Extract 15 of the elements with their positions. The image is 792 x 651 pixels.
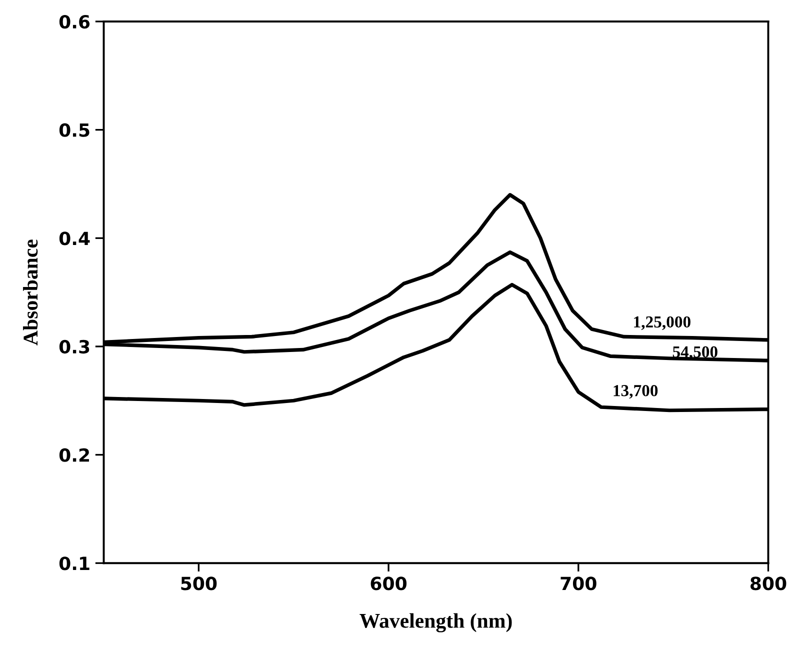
y-tick-label: 0.6 (59, 14, 90, 29)
y-tick-label: 0.1 (59, 556, 90, 570)
y-tick-label: 0.4 (59, 232, 90, 246)
y-tick-label: 0.5 (59, 123, 90, 137)
x-tick-label: 500 (181, 576, 217, 590)
y-tick-label: 0.3 (59, 340, 90, 354)
y-tick-label: 0.2 (59, 448, 89, 462)
x-tick-label: 800 (750, 576, 786, 590)
series-label: 54,500 (672, 346, 718, 360)
series-label: 13,700 (614, 385, 658, 399)
x-tick-label: 700 (560, 576, 596, 590)
x-axis-title: Wavelength (nm) (360, 613, 512, 632)
x-tick-label: 600 (370, 576, 407, 590)
series-label: 1,25,000 (634, 316, 690, 330)
y-axis-title: Absorbance (23, 240, 38, 346)
